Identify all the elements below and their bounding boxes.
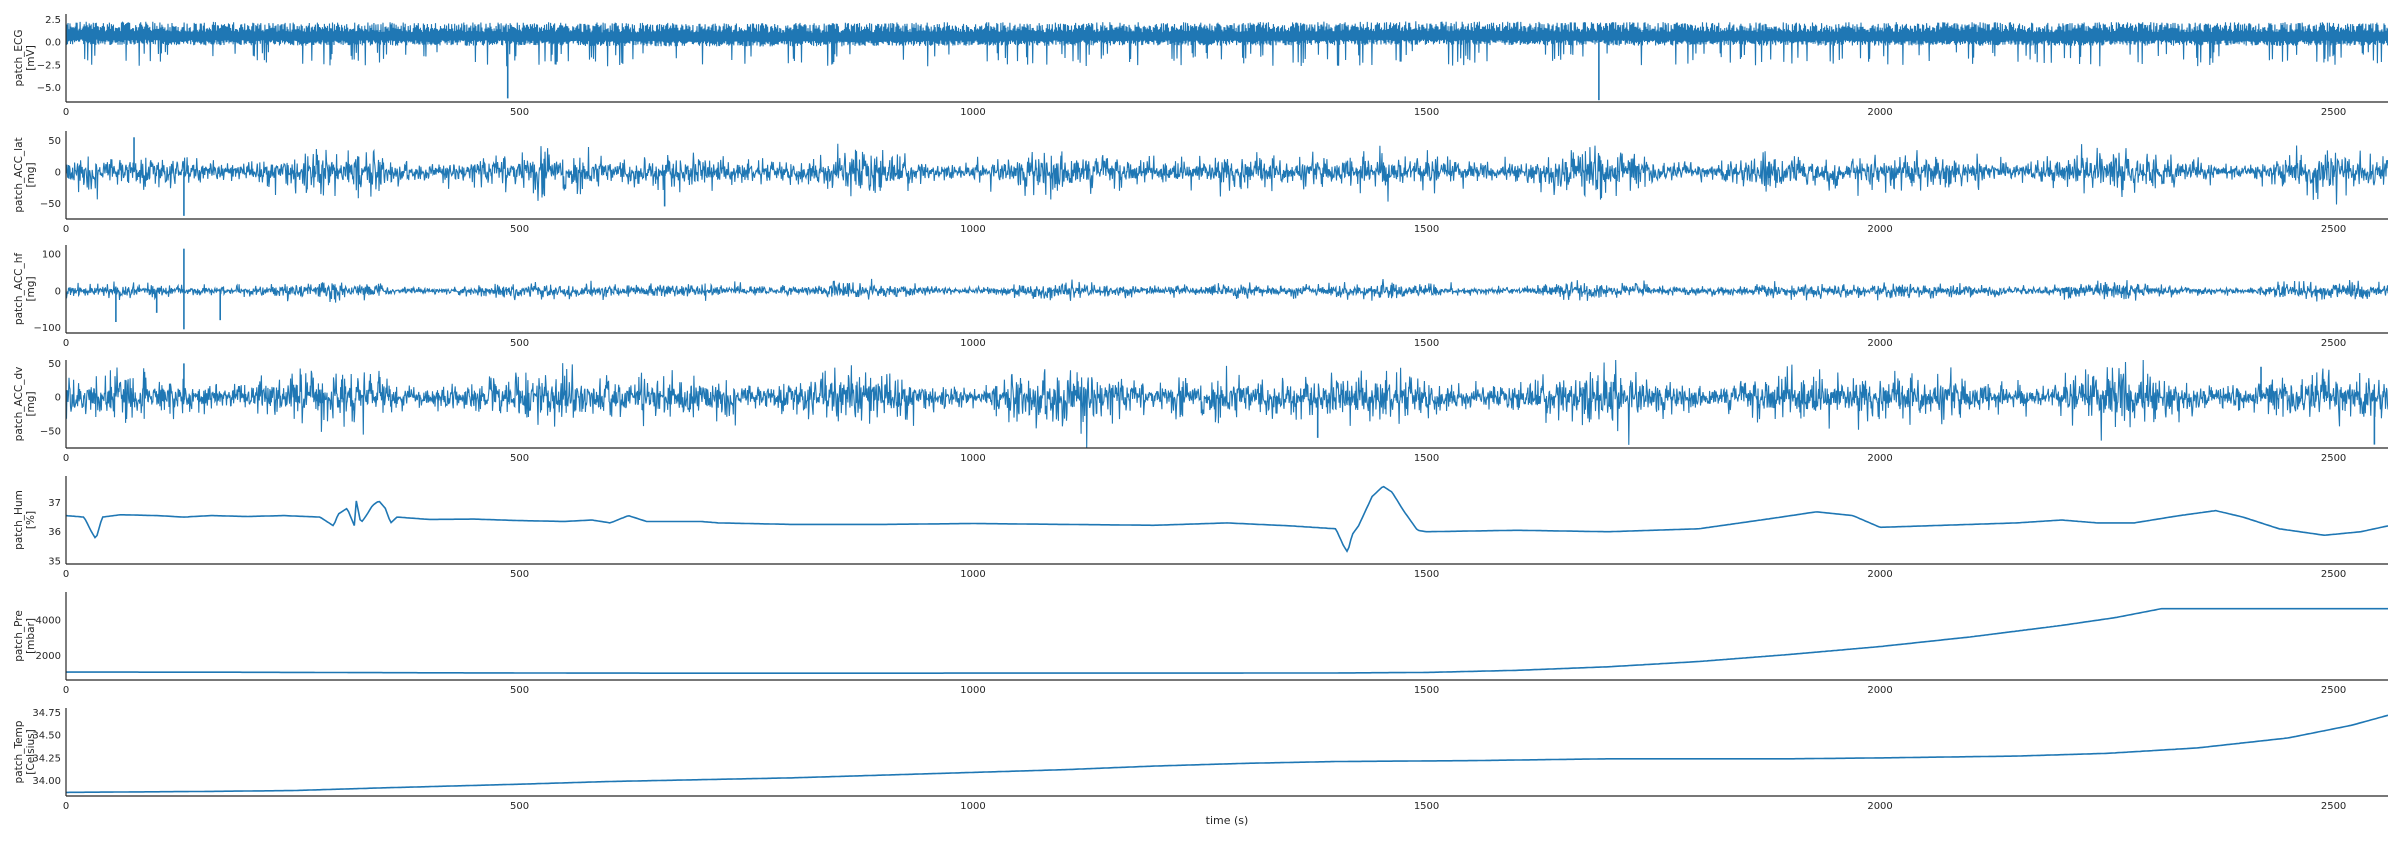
x-tick-label: 0 [63, 338, 69, 349]
series-line [66, 360, 2388, 448]
x-tick-label: 0 [63, 685, 69, 696]
panel-4: 500−500 500 1000 1500 2000 2500patch_ACC_dv[m… [13, 359, 2388, 464]
y-tick-label: −5.0 [37, 83, 61, 94]
y-tick-label: 0 [55, 393, 61, 404]
y-axis-label: patch_ACC_hf[mg] [13, 253, 37, 325]
y-axis-label: patch_ACC_lat[mg] [13, 137, 37, 212]
x-tick-label: 2000 [1867, 338, 1892, 349]
y-tick-label: 0 [55, 167, 61, 178]
x-tick-label: 1000 [960, 224, 985, 235]
y-tick-label: 34.75 [32, 708, 61, 719]
y-tick-label: 36 [48, 527, 61, 538]
x-tick-label: 2500 [2321, 107, 2346, 118]
y-tick-label: −2.5 [37, 60, 61, 71]
x-tick-label: 1000 [960, 453, 985, 464]
x-tick-label: 2000 [1867, 685, 1892, 696]
x-tick-label: 0 [63, 224, 69, 235]
x-tick-label: 500 [510, 801, 529, 812]
series-line [66, 714, 2388, 794]
y-tick-label: 2000 [36, 651, 61, 662]
x-tick-label: 1000 [960, 338, 985, 349]
x-tick-label: 0 [63, 453, 69, 464]
y-tick-label: 2.5 [45, 15, 61, 26]
x-tick-label: 500 [510, 685, 529, 696]
y-axis-label: patch_Hum[%] [13, 490, 37, 550]
x-tick-label: 1500 [1414, 338, 1439, 349]
x-tick-label: 2000 [1867, 224, 1892, 235]
x-tick-label: 2000 [1867, 107, 1892, 118]
x-tick-label: 500 [510, 569, 529, 580]
x-tick-label: 2000 [1867, 569, 1892, 580]
x-tick-label: 500 [510, 107, 529, 118]
panel-3: 1000−1000 500 1000 1500 2000 2500patch_ACC_hf… [13, 245, 2388, 349]
x-tick-label: 1500 [1414, 224, 1439, 235]
y-tick-label: 34.25 [32, 753, 61, 764]
x-tick-label: 1000 [960, 801, 985, 812]
y-tick-label: 0.0 [45, 38, 61, 49]
x-tick-label: 2500 [2321, 801, 2346, 812]
panel-2: 500−500 500 1000 1500 2000 2500patch_ACC_lat[… [13, 131, 2388, 235]
x-tick-label: 2500 [2321, 338, 2346, 349]
x-tick-label: 2500 [2321, 453, 2346, 464]
y-tick-label: 50 [48, 136, 61, 147]
y-tick-label: −100 [34, 323, 61, 334]
y-axis-label: patch_Temp[Celsius] [13, 720, 37, 783]
series-line [66, 607, 2388, 674]
x-tick-label: 500 [510, 338, 529, 349]
y-tick-label: 37 [48, 498, 61, 509]
y-axis-label: patch_ECG[mV] [13, 30, 37, 87]
series-line [66, 485, 2388, 553]
y-tick-label: 100 [42, 250, 61, 261]
y-tick-label: 35 [48, 557, 61, 568]
y-tick-label: 34.50 [32, 731, 61, 742]
panel-7: 34.75 34.50 34.25 34.00 0 500 1000 1500 2000 2500… [13, 708, 2388, 812]
x-tick-label: 2000 [1867, 453, 1892, 464]
x-tick-label: 1500 [1414, 801, 1439, 812]
panel-6: 4000 2000 0 500 1000 1500 2000 2500 patch_Pre[mb… [13, 592, 2388, 696]
y-tick-label: 34.00 [32, 776, 61, 787]
x-tick-label: 1500 [1414, 685, 1439, 696]
y-axis-label: patch_Pre[mbar] [13, 610, 37, 662]
y-axis-label: patch_ACC_dv[mg] [13, 367, 37, 442]
x-tick-label: 1500 [1414, 453, 1439, 464]
panel-5: 37 36 350 500 1000 1500 2000 2500 patch_Hum[%] [13, 476, 2388, 580]
x-tick-label: 2500 [2321, 685, 2346, 696]
y-tick-label: −50 [40, 199, 61, 210]
x-tick-label: 2000 [1867, 801, 1892, 812]
y-tick-label: 50 [48, 359, 61, 370]
x-tick-label: 1500 [1414, 569, 1439, 580]
x-tick-label: 500 [510, 453, 529, 464]
series-line [66, 143, 2388, 205]
series-line [66, 278, 2388, 303]
panel-1: 2.5 0.0 −2.5 −5.0 0 500 1000 1500 2000 2500 patch_… [13, 14, 2388, 118]
x-tick-label: 1000 [960, 685, 985, 696]
y-tick-label: 0 [55, 286, 61, 297]
x-tick-label: 1000 [960, 569, 985, 580]
x-tick-label: 0 [63, 107, 69, 118]
x-tick-label: 1500 [1414, 107, 1439, 118]
x-tick-label: 0 [63, 569, 69, 580]
x-tick-label: 1000 [960, 107, 985, 118]
x-axis-label: time (s) [1206, 814, 1249, 827]
y-tick-label: −50 [40, 427, 61, 438]
y-tick-label: 4000 [36, 616, 61, 627]
x-tick-label: 0 [63, 801, 69, 812]
x-tick-label: 500 [510, 224, 529, 235]
series-line [66, 21, 2388, 67]
x-tick-label: 2500 [2321, 569, 2346, 580]
x-tick-label: 2500 [2321, 224, 2346, 235]
